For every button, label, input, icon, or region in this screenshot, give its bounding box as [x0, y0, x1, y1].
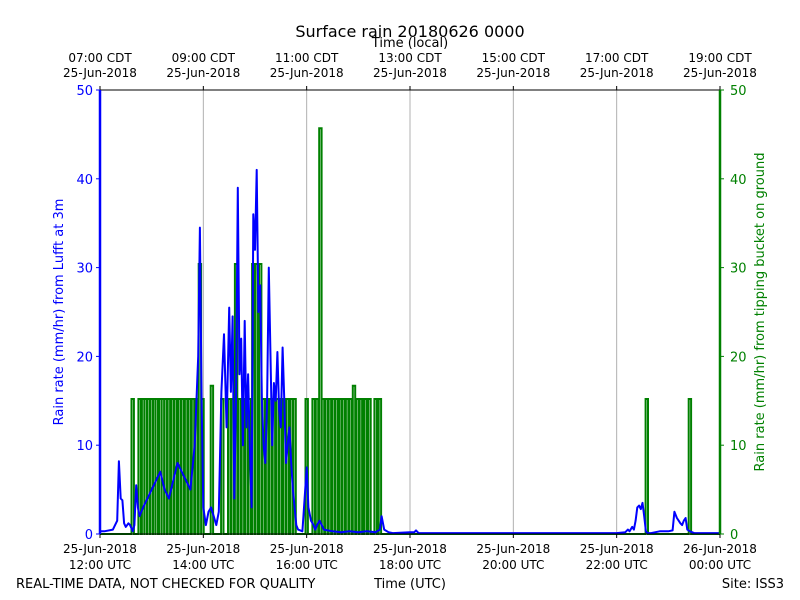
x-tick-label: 25-Jun-2018 — [63, 542, 137, 556]
y-left-tick-label: 10 — [76, 439, 93, 454]
top-tick-label: 11:00 CDT — [275, 51, 339, 65]
top-tick-label: 19:00 CDT — [688, 51, 752, 65]
top-tick-label: 09:00 CDT — [172, 51, 236, 65]
y-right-tick-label: 20 — [730, 350, 747, 365]
y-right-tick-label: 30 — [730, 262, 747, 277]
top-tick-label: 17:00 CDT — [585, 51, 649, 65]
x-tick-label: 14:00 UTC — [172, 558, 234, 572]
chart-title: Surface rain 20180626 0000 — [295, 22, 524, 41]
top-tick-label: 15:00 CDT — [482, 51, 546, 65]
y-right-tick-label: 0 — [730, 528, 738, 543]
y-right-tick-label: 10 — [730, 439, 747, 454]
x-tick-label: 26-Jun-2018 — [683, 542, 757, 556]
x-tick-label: 22:00 UTC — [586, 558, 648, 572]
x-tick-label: 12:00 UTC — [69, 558, 131, 572]
lufft-line — [100, 168, 720, 535]
x-tick-label: 16:00 UTC — [276, 558, 338, 572]
x-tick-label: 25-Jun-2018 — [476, 542, 550, 556]
top-tick-label: 25-Jun-2018 — [683, 66, 757, 80]
lufft-series — [100, 168, 720, 535]
top-tick-label: 13:00 CDT — [378, 51, 442, 65]
top-tick-label: 07:00 CDT — [68, 51, 132, 65]
x-tick-label: 25-Jun-2018 — [580, 542, 654, 556]
y-left-tick-label: 50 — [76, 84, 93, 99]
top-tick-label: 25-Jun-2018 — [63, 66, 137, 80]
y-left-tick-label: 30 — [76, 262, 93, 277]
x-tick-label: 25-Jun-2018 — [373, 542, 447, 556]
footer-quality-note: REAL-TIME DATA, NOT CHECKED FOR QUALITY — [16, 577, 315, 592]
x-tick-label: 20:00 UTC — [482, 558, 544, 572]
top-tick-label: 25-Jun-2018 — [476, 66, 550, 80]
y-axis-left-label: Rain rate (mm/hr) from Lufft at 3m — [52, 199, 67, 426]
x-tick-label: 25-Jun-2018 — [270, 542, 344, 556]
top-tick-label: 25-Jun-2018 — [270, 66, 344, 80]
y-left-tick-label: 0 — [85, 528, 93, 543]
top-tick-label: 25-Jun-2018 — [373, 66, 447, 80]
y-left-tick-label: 20 — [76, 350, 93, 365]
footer-site: Site: ISS3 — [722, 577, 784, 592]
top-tick-label: 25-Jun-2018 — [580, 66, 654, 80]
y-axis-right-label: Rain rate (mm/hr) from tipping bucket on… — [753, 153, 768, 472]
x-tick-label: 00:00 UTC — [689, 558, 751, 572]
x-tick-label: 25-Jun-2018 — [166, 542, 240, 556]
axes: 25-Jun-2018 12:00 UTC 25-Jun-2018 14:00 UTC… — [63, 51, 757, 572]
y-right-tick-label: 50 — [730, 84, 747, 99]
y-right-tick-label: 40 — [730, 173, 747, 188]
top-tick-label: 25-Jun-2018 — [166, 66, 240, 80]
x-axis-label: Time (UTC) — [373, 577, 446, 592]
top-axis-label: Time (local) — [371, 36, 448, 51]
x-tick-label: 18:00 UTC — [379, 558, 441, 572]
y-left-tick-label: 40 — [76, 173, 93, 188]
